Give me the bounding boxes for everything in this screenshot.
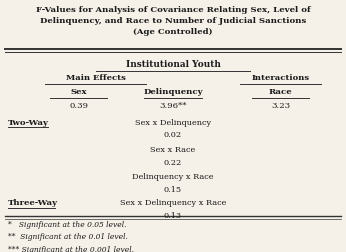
Text: Sex: Sex [70, 88, 87, 96]
Text: 3.23: 3.23 [271, 102, 290, 110]
Text: 0.15: 0.15 [164, 185, 182, 193]
Text: *** Significant at the 0.001 level.: *** Significant at the 0.001 level. [8, 245, 134, 252]
Text: 0.13: 0.13 [164, 211, 182, 219]
Text: Race: Race [269, 88, 293, 96]
Text: Delinquency x Race: Delinquency x Race [132, 172, 214, 180]
Text: 0.22: 0.22 [164, 158, 182, 166]
Text: Interactions: Interactions [252, 74, 310, 82]
Text: Three-Way: Three-Way [8, 199, 58, 207]
Text: 3.96**: 3.96** [159, 102, 187, 110]
Text: F-Values for Analysis of Covariance Relating Sex, Level of
Delinquency, and Race: F-Values for Analysis of Covariance Rela… [36, 6, 310, 36]
Text: 0.39: 0.39 [69, 102, 88, 110]
Text: **  Significant at the 0.01 level.: ** Significant at the 0.01 level. [8, 233, 128, 240]
Text: Delinquency: Delinquency [143, 88, 203, 96]
Text: Sex x Delinquency x Race: Sex x Delinquency x Race [120, 199, 226, 207]
Text: Sex x Delinquency: Sex x Delinquency [135, 118, 211, 126]
Text: Two-Way: Two-Way [8, 118, 49, 126]
Text: Main Effects: Main Effects [66, 74, 126, 82]
Text: Institutional Youth: Institutional Youth [126, 60, 220, 69]
Text: 0.02: 0.02 [164, 131, 182, 139]
Text: *   Significant at the 0.05 level.: * Significant at the 0.05 level. [8, 220, 127, 228]
Text: Sex x Race: Sex x Race [151, 145, 195, 153]
